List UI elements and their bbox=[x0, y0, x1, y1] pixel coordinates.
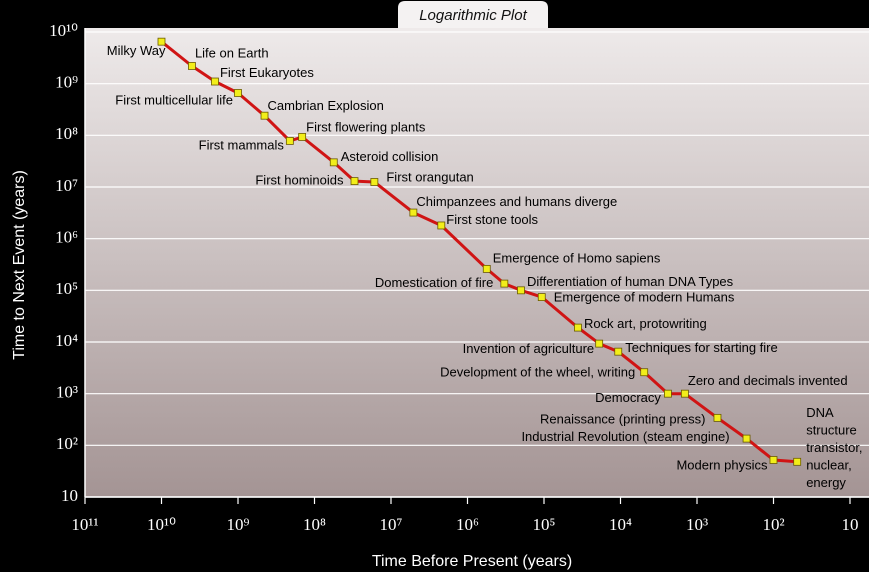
marker bbox=[482, 264, 491, 273]
marker bbox=[769, 456, 778, 464]
marker bbox=[664, 389, 672, 398]
point-label: structure bbox=[806, 423, 857, 438]
x-tick-label: 10⁴ bbox=[609, 515, 632, 534]
point-label: Renaissance (printing press) bbox=[540, 411, 705, 426]
marker bbox=[188, 62, 196, 70]
point-label: Zero and decimals invented bbox=[688, 373, 848, 388]
y-tick-label: 10⁴ bbox=[55, 331, 78, 350]
marker bbox=[574, 323, 582, 332]
y-tick-label: 10⁹ bbox=[55, 73, 78, 92]
marker bbox=[537, 293, 546, 301]
point-label: Chimpanzees and humans diverge bbox=[416, 194, 617, 209]
marker bbox=[285, 137, 294, 145]
marker bbox=[595, 339, 604, 348]
grid: 10 10² 10³ 10⁴ 10⁵ 10⁶ 10⁷ 10⁸ 10⁹ 10¹⁰ 10¹¹ 10¹⁰ 10… bbox=[49, 21, 869, 534]
x-tick-label: 10² bbox=[762, 515, 784, 534]
point-label: Life on Earth bbox=[195, 45, 269, 60]
x-tick-label: 10 bbox=[842, 515, 859, 534]
marker bbox=[640, 368, 649, 377]
point-label: transistor, bbox=[806, 440, 862, 455]
y-tick-label: 10¹⁰ bbox=[49, 21, 78, 40]
title-tab bbox=[398, 1, 548, 28]
point-label: Cambrian Explosion bbox=[268, 98, 384, 113]
x-tick-label: 10⁶ bbox=[456, 515, 479, 534]
point-label: Rock art, protowriting bbox=[584, 316, 707, 331]
x-tick-label: 10¹⁰ bbox=[147, 515, 176, 534]
point-label: Asteroid collision bbox=[341, 149, 439, 164]
point-label: First orangutan bbox=[386, 169, 473, 184]
point-label: Milky Way bbox=[107, 43, 166, 58]
marker bbox=[713, 413, 722, 422]
marker bbox=[517, 286, 525, 295]
x-tick-label: 10¹¹ bbox=[71, 515, 98, 534]
point-label: First multicellular life bbox=[115, 92, 233, 107]
marker bbox=[211, 77, 219, 86]
marks: Milky Way Life on Earth First Eukaryotes Fi… bbox=[107, 37, 863, 490]
point-label: Techniques for starting fire bbox=[625, 340, 777, 355]
marker bbox=[370, 178, 379, 186]
point-label: Development of the wheel, writing bbox=[440, 365, 635, 380]
y-tick-label: 10³ bbox=[56, 383, 78, 402]
point-label: Emergence of Homo sapiens bbox=[493, 250, 661, 265]
y-axis-label: Time to Next Event (years) bbox=[11, 170, 28, 360]
point-label: Emergence of modern Humans bbox=[554, 290, 735, 305]
marker bbox=[680, 389, 689, 398]
x-tick-label: 10⁵ bbox=[533, 515, 556, 534]
marker bbox=[793, 457, 802, 466]
chart-title: Logarithmic Plot bbox=[419, 7, 527, 24]
y-tick-label: 10⁷ bbox=[55, 176, 78, 195]
x-tick-label: 10⁹ bbox=[227, 515, 250, 534]
marker bbox=[350, 177, 359, 186]
point-label: energy bbox=[806, 475, 846, 490]
marker bbox=[500, 279, 509, 288]
marker bbox=[234, 89, 242, 97]
y-tick-label: 10 bbox=[61, 486, 78, 505]
point-label: Modern physics bbox=[676, 457, 768, 472]
marker bbox=[260, 111, 269, 120]
point-label: First flowering plants bbox=[306, 119, 426, 134]
point-label: Domestication of fire bbox=[375, 275, 494, 290]
point-label: Invention of agriculture bbox=[463, 341, 595, 356]
marker bbox=[437, 221, 446, 230]
point-label: Democracy bbox=[595, 390, 661, 405]
y-tick-label: 10⁸ bbox=[55, 124, 78, 143]
x-tick-label: 10³ bbox=[686, 515, 708, 534]
point-label: DNA bbox=[806, 405, 834, 420]
marker bbox=[409, 208, 418, 217]
point-label: Industrial Revolution (steam engine) bbox=[521, 429, 729, 444]
x-axis-label: Time Before Present (years) bbox=[372, 553, 572, 570]
marker bbox=[742, 434, 751, 443]
y-tick-label: 10⁶ bbox=[55, 228, 78, 247]
point-label: Differentiation of human DNA Types bbox=[527, 274, 734, 289]
marker bbox=[614, 347, 623, 356]
marker bbox=[329, 158, 338, 167]
marker bbox=[157, 37, 166, 46]
point-label: First mammals bbox=[199, 137, 285, 152]
x-tick-label: 10⁸ bbox=[303, 515, 326, 534]
marker bbox=[298, 133, 307, 141]
plot-area bbox=[85, 28, 869, 497]
point-label: First hominoids bbox=[255, 173, 344, 188]
point-label: First Eukaryotes bbox=[220, 65, 314, 80]
point-label: First stone tools bbox=[446, 212, 538, 227]
x-tick-label: 10⁷ bbox=[380, 515, 403, 534]
y-tick-label: 10⁵ bbox=[55, 279, 78, 298]
y-tick-label: 10² bbox=[56, 434, 78, 453]
point-label: nuclear, bbox=[806, 458, 852, 473]
